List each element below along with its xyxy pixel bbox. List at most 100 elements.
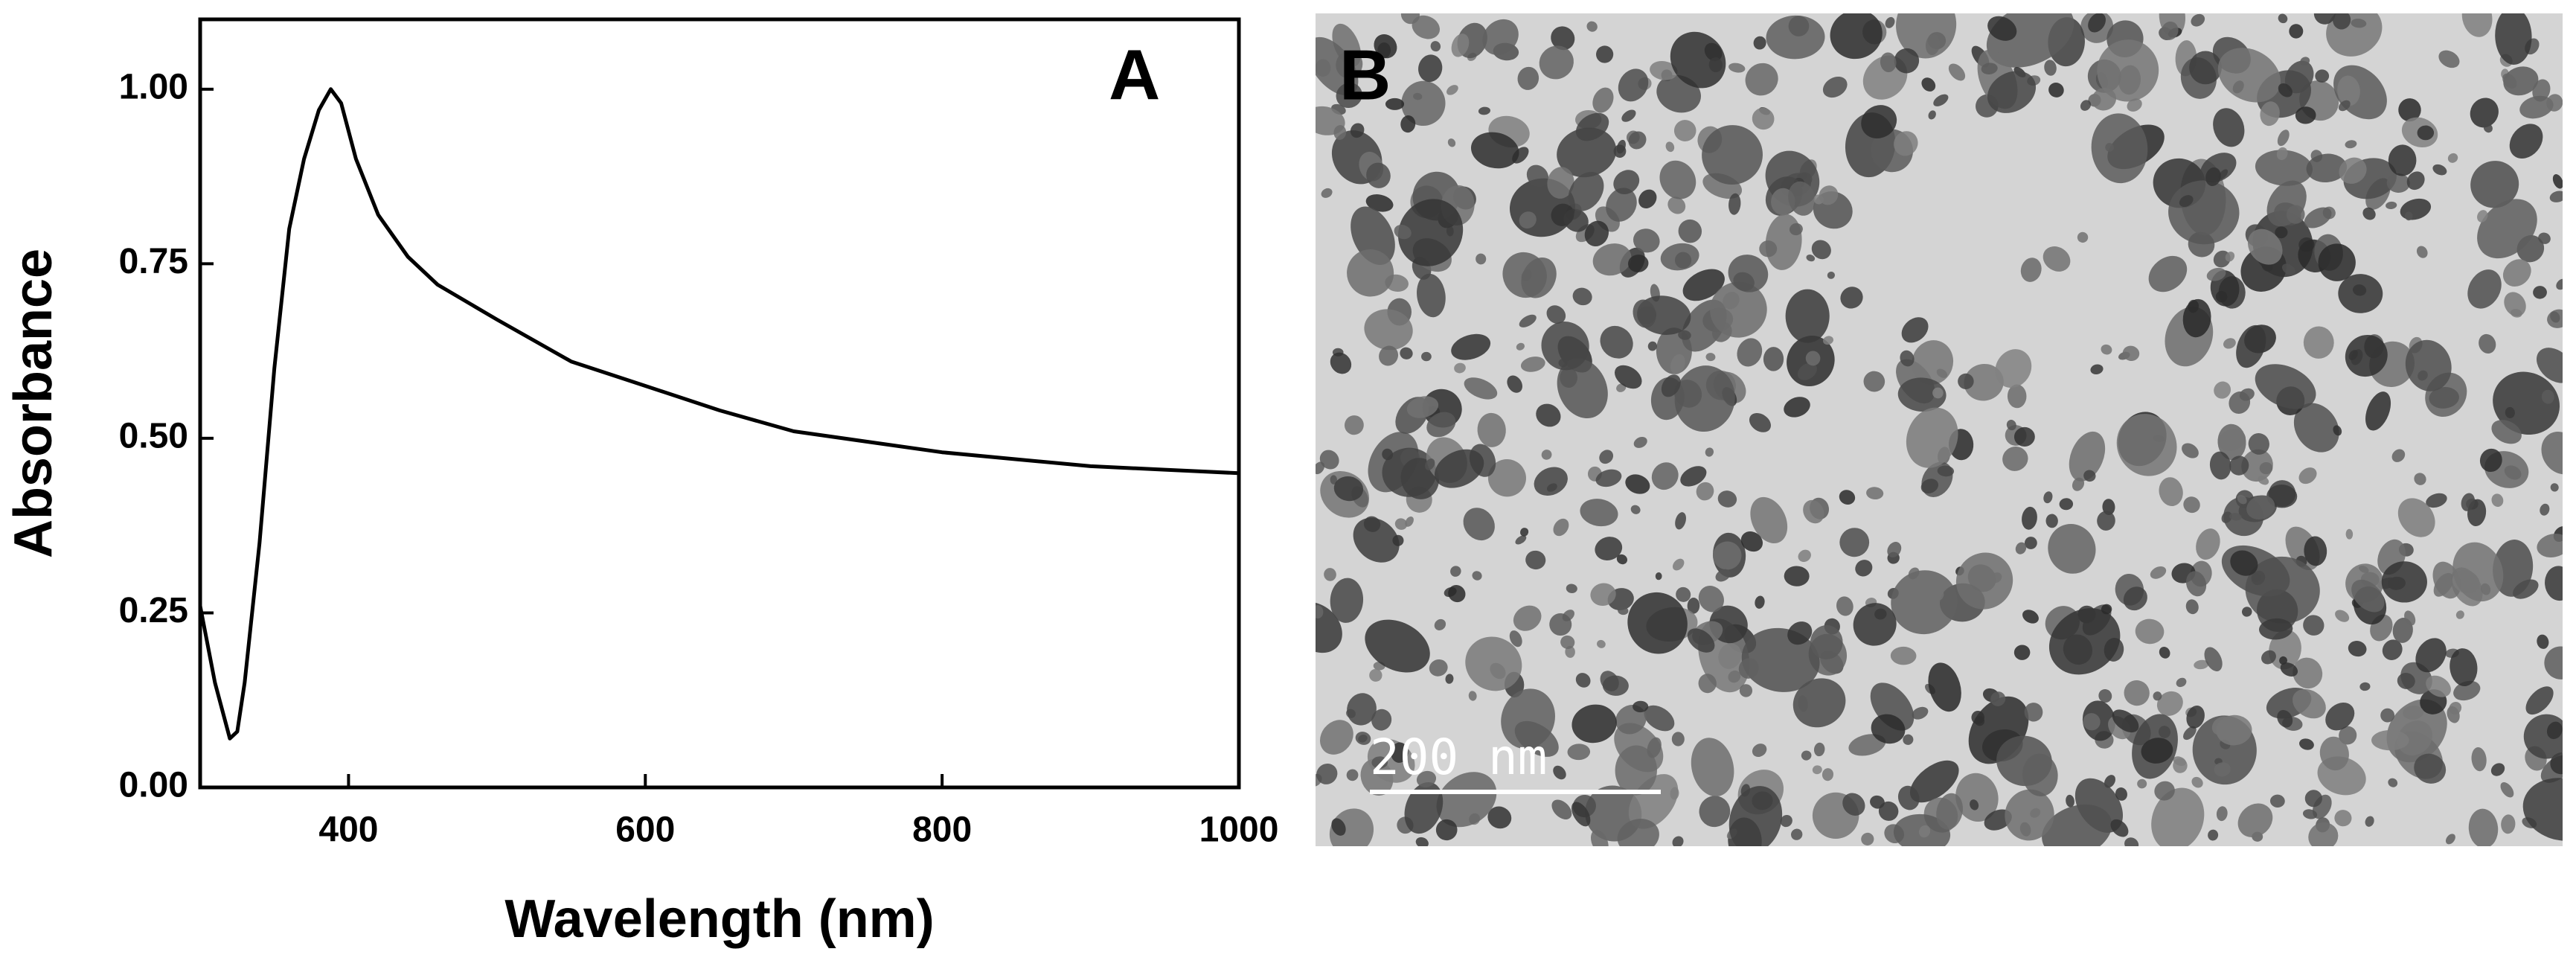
particle [1667,196,1686,214]
particle [1625,474,1650,494]
particle [1803,499,1824,524]
particle [1347,249,1394,297]
particle [2426,493,2447,508]
particle [1374,34,1397,59]
particle [1891,570,1958,635]
particle [1792,678,1846,728]
particle [2351,19,2367,28]
particle [1750,496,1788,544]
particle [1861,105,1897,138]
particle [1320,720,1353,755]
particle [1477,412,1506,447]
particle [2537,534,2563,557]
particle [1401,80,1446,127]
particle [1572,287,1592,306]
particle [1900,350,1915,367]
particle [2266,485,2298,508]
particle [1450,566,1461,577]
particle [2048,83,2064,97]
particle [1745,63,1778,96]
particle [2122,345,2140,361]
particle [1958,373,1974,390]
particle [2123,586,2147,611]
particle [1627,592,1688,654]
particle [1344,415,1364,435]
particle [1995,349,2032,389]
particle [1366,162,1391,188]
particle [2432,164,2447,176]
particle [2545,566,2563,601]
particle [1894,131,1918,156]
particle [2204,647,2223,671]
particle [1855,560,1873,577]
particle [1752,744,1767,757]
particle [1797,362,1817,380]
particle [1517,66,1539,90]
particle [1784,397,1810,418]
particle [1651,462,1679,490]
particle [2104,775,2115,788]
y-tick-label: 0.00 [119,766,188,805]
particle [2304,536,2327,566]
particle [2048,524,2096,574]
particle [1478,106,1491,115]
particle [2293,657,2323,689]
x-axis-title: Wavelength (nm) [504,889,934,949]
particle [1400,347,1413,359]
particle [1880,52,1897,73]
particle [1391,742,1409,763]
particle [2509,124,2543,159]
particle [1787,621,1813,645]
particle [1513,605,1542,631]
particle [1717,490,1737,508]
particle [2334,810,2352,827]
particle [2365,391,2391,431]
particle [1909,760,1959,803]
particle [2022,506,2037,530]
particle [1840,287,1863,309]
particle [1394,518,1408,530]
particle [1887,542,1902,557]
particle [1451,33,1470,57]
particle [1628,131,1647,150]
particle [2467,269,2502,309]
data-line [198,87,1240,741]
particle [1324,568,1336,581]
particle [2391,449,2406,462]
y-tick-label: 0.50 [119,417,188,456]
particle [1964,363,2004,401]
particle [2090,364,2104,374]
particle [2398,98,2421,122]
particle [1687,628,1715,653]
particle [2280,662,2298,677]
particle [2135,618,2165,645]
particle [2248,433,2269,455]
particle [1861,832,1874,845]
particle [2477,210,2488,223]
particle [1682,269,1725,301]
particle [2176,677,2187,688]
particle [1599,450,1614,464]
particle [1575,673,1591,688]
particle [1705,353,1716,362]
particle [2381,561,2427,603]
particle [2183,496,2200,514]
particle [2105,143,2114,152]
particle [2313,13,2336,25]
particle [1618,68,1649,102]
x-tick-label: 1000 [1199,810,1279,850]
particle [1906,407,1958,468]
particle [1766,15,1825,60]
particle [1445,674,1454,684]
particle [1520,356,1545,372]
particle [1468,691,1477,701]
particle [2479,448,2502,473]
particle [2365,816,2374,827]
particle [1350,123,1365,138]
particle [1805,351,1821,366]
particle [2013,645,2031,660]
particle [1755,595,1765,609]
particle [1728,63,1746,73]
